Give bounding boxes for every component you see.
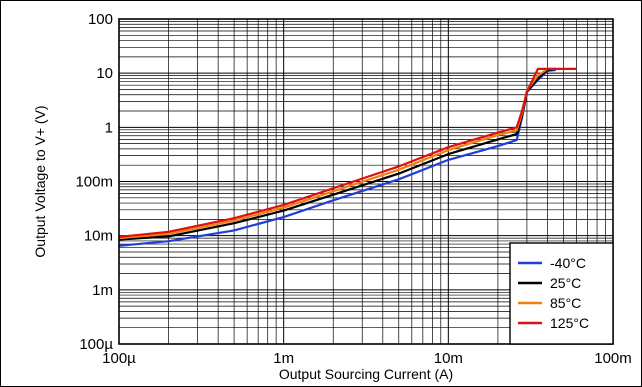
x-axis-title: Output Sourcing Current (A) xyxy=(279,366,453,382)
series-line xyxy=(118,67,577,238)
y-tick-label: 100m xyxy=(75,174,113,191)
plot-frame xyxy=(118,18,614,345)
legend-box xyxy=(509,242,614,345)
x-tick-label: 1m xyxy=(273,350,294,367)
legend-label: 85°C xyxy=(550,295,581,311)
x-tick-label: 10m xyxy=(434,350,463,367)
legend-label: 125°C xyxy=(550,315,589,331)
y-tick-label: 100 xyxy=(88,11,113,28)
tick-labels: 100µ 1m 10m 100m 100µ 1m 10m 100m 1 10 100 xyxy=(75,11,631,367)
legend: -40°C 25°C 85°C 125°C xyxy=(509,242,614,345)
series-line xyxy=(118,67,556,240)
y-tick-label: 1m xyxy=(92,282,113,299)
y-tick-label: 100µ xyxy=(79,336,113,353)
y-tick-label: 10m xyxy=(84,228,113,245)
x-tick-label: 100m xyxy=(594,350,632,367)
y-tick-label: 10 xyxy=(96,65,113,82)
legend-label: 25°C xyxy=(550,275,581,291)
series-layer xyxy=(118,67,577,247)
series-line xyxy=(118,67,557,241)
legend-label: -40°C xyxy=(550,255,586,271)
y-axis-title: Output Voltage to V+ (V) xyxy=(32,105,48,257)
y-tick-label: 1 xyxy=(105,119,113,136)
x-tick-label: 100µ xyxy=(102,350,136,367)
